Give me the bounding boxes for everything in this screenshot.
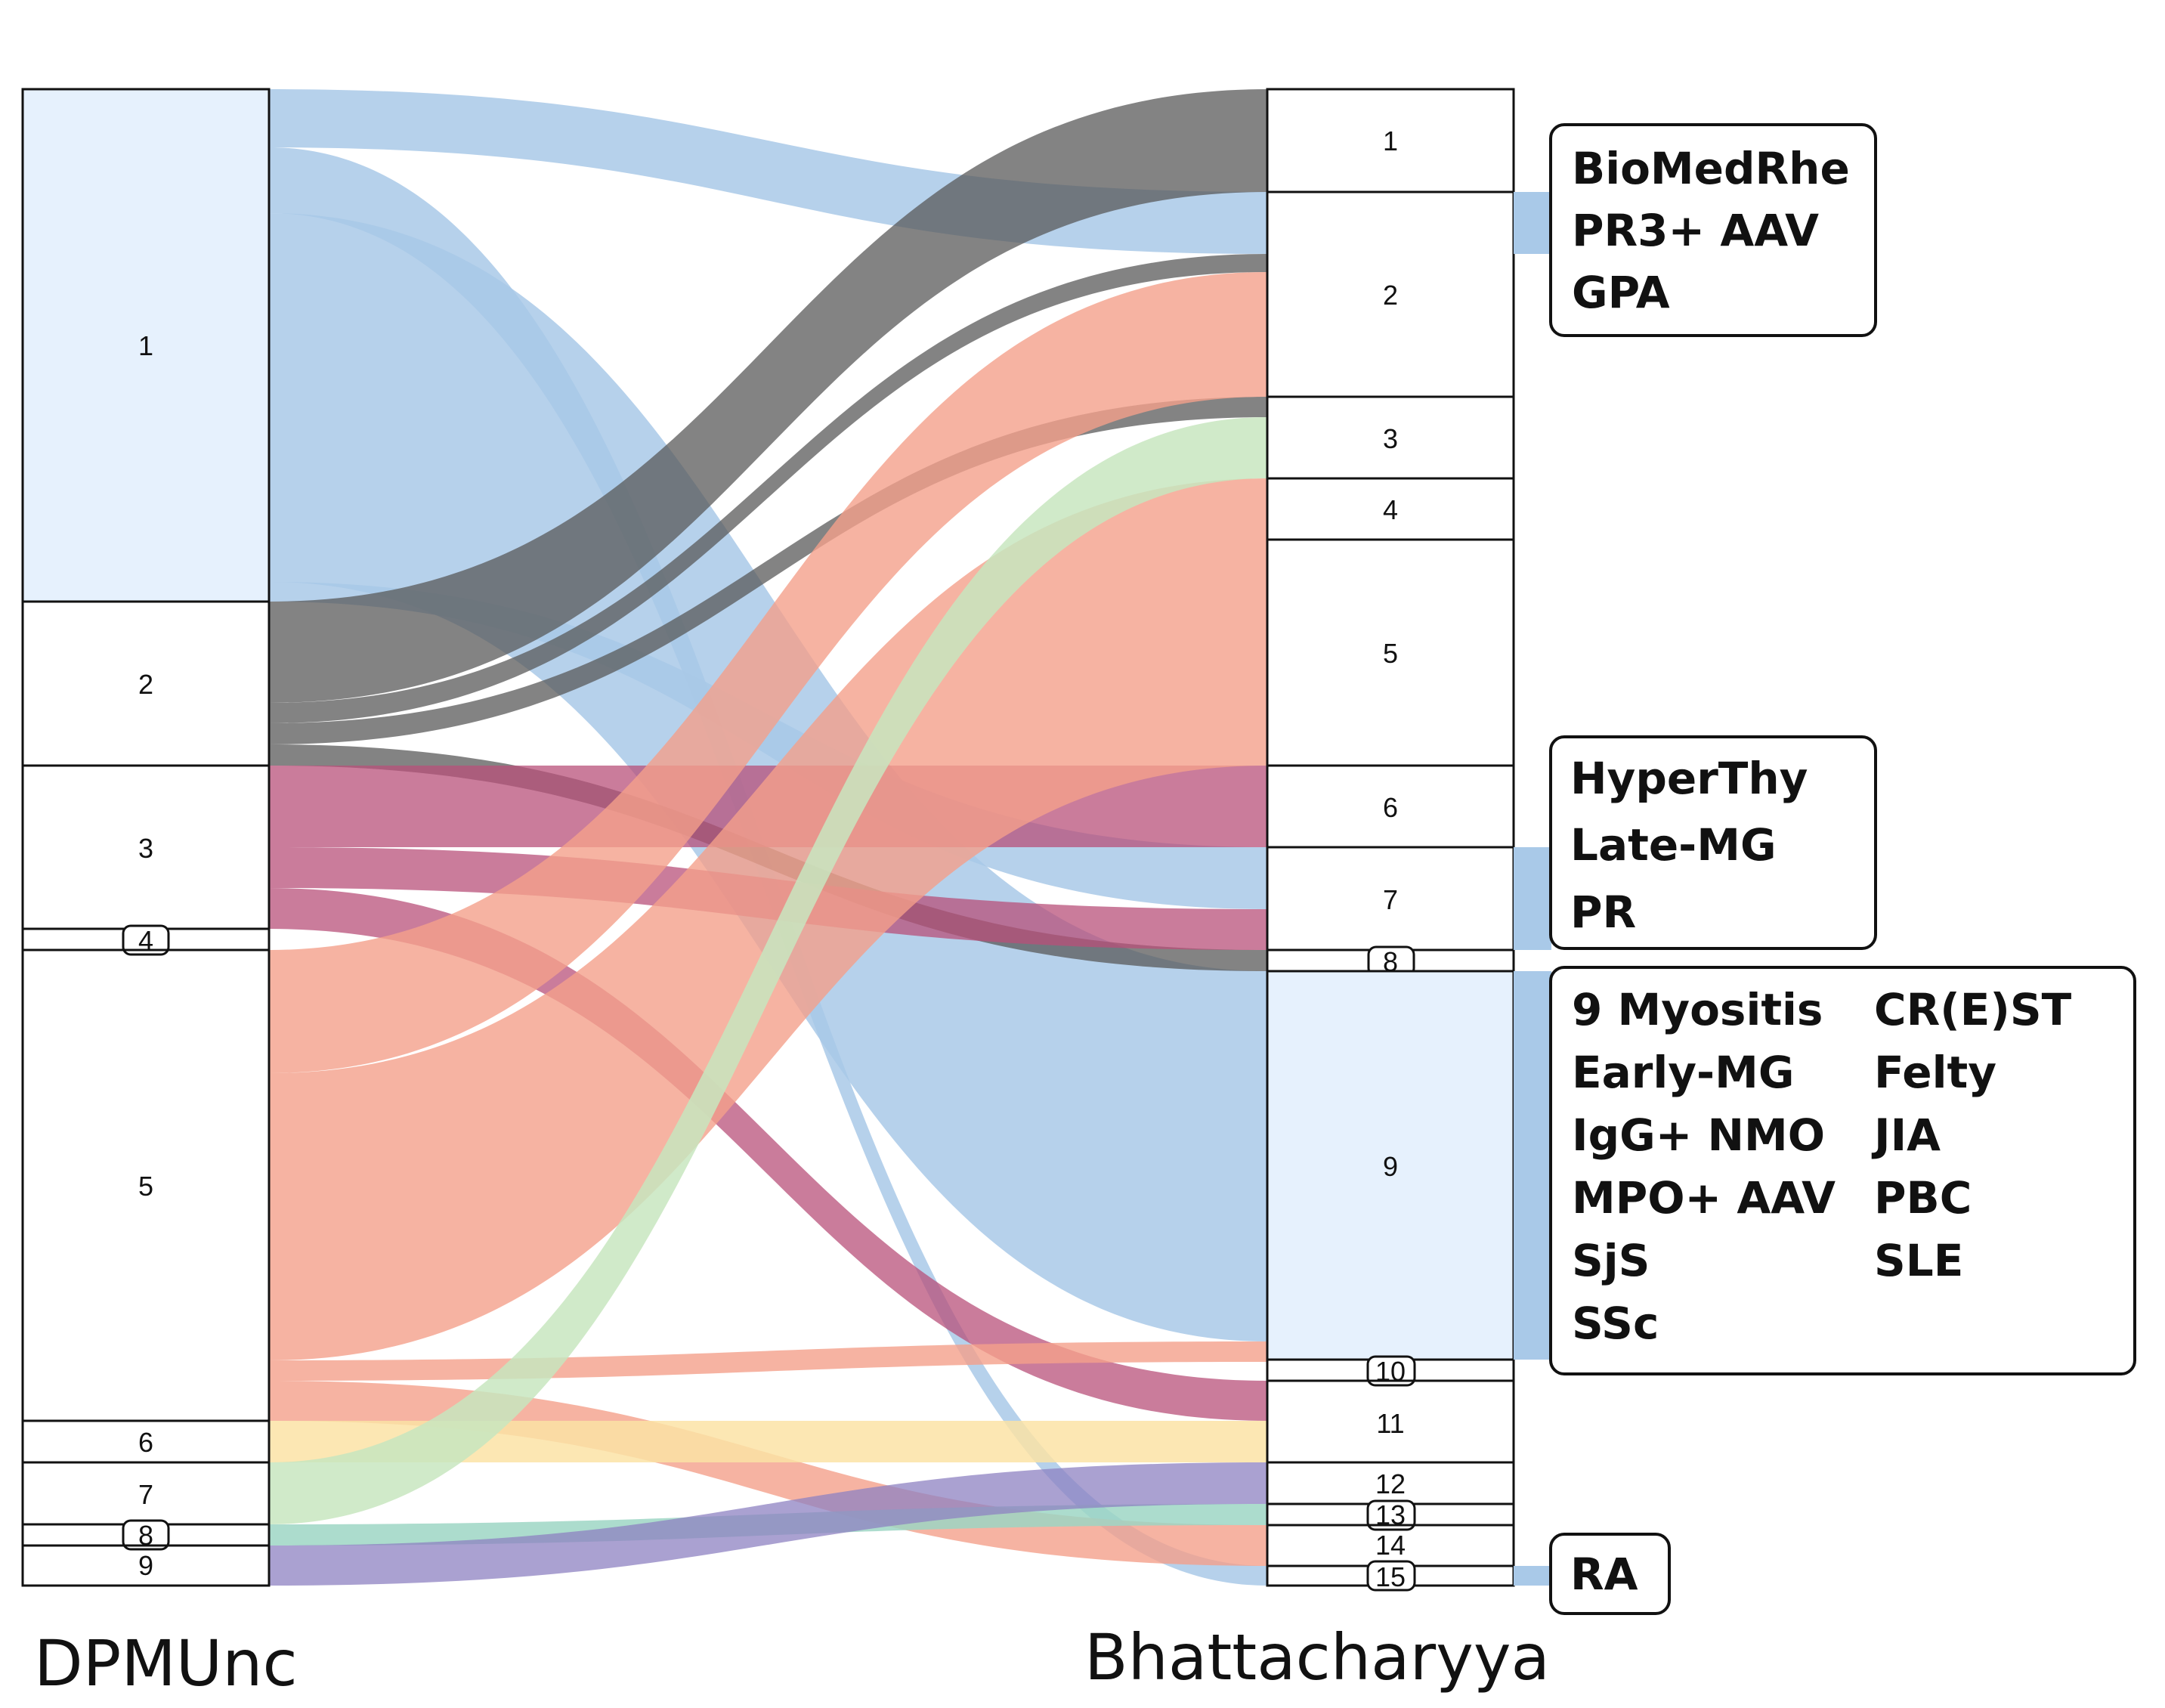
label-box-3: 9 Myositis Early-MG IgG+ NMO MPO+ AAV Sj…	[1549, 966, 2136, 1375]
label-box-3-col2-line-1: CR(E)ST	[1874, 984, 2072, 1035]
label-box-1-frame	[1549, 123, 1877, 337]
label-box-3-col2-line-4: PBC	[1874, 1172, 1972, 1224]
connector-box1	[1514, 192, 1551, 254]
right-node-8-label: 8	[1383, 946, 1398, 977]
left-node-9-label: 9	[138, 1550, 153, 1581]
left-node-3-label: 3	[138, 833, 153, 864]
right-node-13-pill	[1366, 1499, 1416, 1531]
label-box-1: BioMedRhe PR3+ AAV GPA	[1549, 123, 1877, 337]
left-node-1-label: 1	[138, 330, 153, 361]
label-box-2-line-2: Late-MG	[1570, 819, 1777, 871]
label-box-4-line-1: RA	[1570, 1549, 1638, 1600]
label-box-3-col2-line-2: Felty	[1874, 1047, 1996, 1098]
left-node-1	[21, 88, 271, 603]
flows-layer	[269, 89, 1267, 1586]
left-node-4-label: 4	[138, 925, 153, 956]
right-node-9-label: 9	[1383, 1151, 1398, 1182]
label-box-3-col1-line-4: MPO+ AAV	[1572, 1172, 1836, 1224]
right-column: 1 2 3 4 5 6 7 8 9 10 11 12 13 14 15	[1266, 88, 1515, 1592]
label-box-3-col2-line-5: SLE	[1874, 1235, 1963, 1286]
left-node-5-label: 5	[138, 1171, 153, 1202]
label-box-2-line-3: PR	[1570, 886, 1636, 938]
right-node-11-label: 11	[1376, 1408, 1404, 1439]
right-node-5-label: 5	[1383, 638, 1398, 669]
left-node-8-label: 8	[138, 1520, 153, 1551]
label-connectors	[1514, 192, 1551, 1586]
right-node-14-label: 14	[1375, 1530, 1406, 1561]
flow-l7-r3	[269, 417, 1267, 1524]
label-box-1-line-2: PR3+ AAV	[1572, 205, 1819, 256]
left-node-6-label: 6	[138, 1427, 153, 1458]
label-box-4: RA	[1549, 1533, 1671, 1615]
flow-l5-r2	[269, 272, 1267, 1073]
connector-box2	[1514, 847, 1551, 950]
right-node-10-label: 10	[1375, 1356, 1406, 1387]
right-node-6-label: 6	[1383, 792, 1398, 823]
right-node-4-label: 4	[1383, 494, 1398, 525]
right-node-2-label: 2	[1383, 280, 1398, 311]
label-box-3-col1-line-3: IgG+ NMO	[1572, 1109, 1825, 1161]
left-node-8-pill	[122, 1519, 170, 1551]
right-node-3-label: 3	[1383, 423, 1398, 454]
label-box-2: HyperThy Late-MG PR	[1549, 735, 1877, 950]
right-node-7-label: 7	[1383, 884, 1398, 915]
right-node-15-pill	[1366, 1560, 1416, 1592]
label-box-3-col1-line-1: 9 Myositis	[1572, 984, 1823, 1035]
flow-l6-r11	[269, 1421, 1267, 1462]
label-box-3-frame	[1549, 966, 2136, 1375]
label-box-1-line-1: BioMedRhe	[1572, 143, 1850, 194]
right-axis-title: Bhattacharyya	[1084, 1620, 1550, 1694]
right-node-10-pill	[1366, 1355, 1416, 1387]
left-node-7-label: 7	[138, 1479, 153, 1510]
flow-l2-r1	[269, 89, 1267, 703]
right-node-9	[1266, 970, 1515, 1361]
label-box-1-line-3: GPA	[1572, 267, 1670, 318]
right-node-12-label: 12	[1375, 1468, 1406, 1499]
flow-l5-r5	[269, 478, 1267, 1360]
right-node-1-label: 1	[1383, 125, 1398, 156]
left-axis-title: DPMUnc	[34, 1626, 298, 1700]
connector-box3	[1514, 971, 1551, 1360]
flow-l2-r3	[269, 397, 1267, 744]
label-box-3-col1-line-5: SjS	[1572, 1235, 1650, 1286]
flow-l9-r12	[269, 1462, 1267, 1586]
left-column: 1 2 3 4 5 6 7 8 9	[21, 88, 271, 1587]
label-box-2-frame	[1549, 735, 1877, 950]
label-box-3-col1-line-2: Early-MG	[1572, 1047, 1794, 1098]
left-node-9	[21, 1544, 271, 1587]
flow-l3-r11	[269, 888, 1267, 1421]
label-box-3-col2-line-3: JIA	[1871, 1109, 1941, 1161]
flow-l2-r2	[269, 254, 1267, 723]
label-box-2-line-1: HyperThy	[1570, 753, 1808, 804]
label-box-4-frame	[1549, 1533, 1671, 1615]
label-box-3-col1-line-6: SSc	[1572, 1298, 1659, 1349]
left-node-2-label: 2	[138, 669, 153, 700]
connector-box4	[1514, 1566, 1551, 1586]
left-node-4-pill	[122, 924, 170, 956]
right-node-15-label: 15	[1375, 1561, 1406, 1592]
